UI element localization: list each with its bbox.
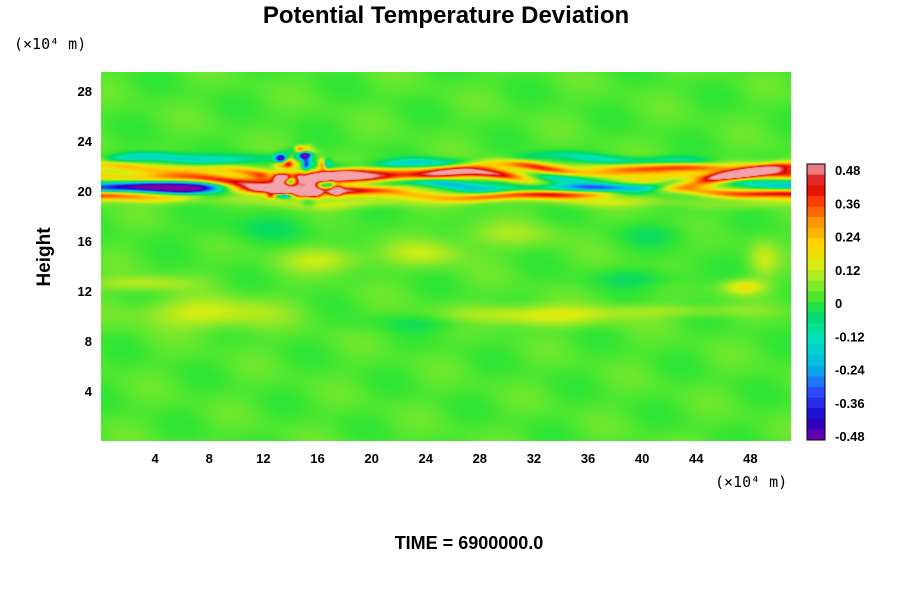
x-tick-label: 4	[152, 451, 160, 466]
x-tick-label: 32	[527, 451, 541, 466]
y-axis-ticks: 4 8 12 16 20 24 28	[78, 84, 93, 399]
colorbar-tick-label: 0.12	[835, 263, 860, 278]
colorbar-segment	[807, 164, 825, 176]
colorbar-tick-label: 0.48	[835, 163, 860, 178]
colorbar-segment	[807, 333, 825, 345]
y-tick-label: 4	[85, 384, 93, 399]
colorbar-segment	[807, 206, 825, 218]
x-tick-label: 20	[364, 451, 378, 466]
colorbar-tick-label: -0.12	[835, 329, 865, 344]
colorbar-segment	[807, 291, 825, 303]
colorbar-segment	[807, 397, 825, 409]
chart-title: Potential Temperature Deviation	[263, 2, 629, 29]
time-label: TIME = 6900000.0	[395, 533, 544, 553]
x-axis-ticks: 4 8 12 16 20 24 28 32 36 40 44 48	[152, 451, 758, 466]
colorbar-segment	[807, 195, 825, 207]
colorbar-segment	[807, 429, 825, 441]
y-tick-label: 16	[78, 234, 92, 249]
colorbar-segment	[807, 376, 825, 388]
colorbar-segment	[807, 259, 825, 271]
colorbar-tick-label: -0.24	[835, 363, 865, 378]
x-tick-label: 28	[473, 451, 487, 466]
colorbar-tick-label: 0	[835, 296, 842, 311]
x-tick-label: 40	[635, 451, 649, 466]
y-axis-unit: (×10⁴ m)	[14, 35, 86, 53]
y-tick-label: 20	[78, 184, 92, 199]
colorbar-segment	[807, 248, 825, 261]
x-tick-label: 8	[206, 451, 213, 466]
y-tick-label: 12	[78, 284, 92, 299]
x-tick-label: 12	[256, 451, 270, 466]
colorbar-segment	[807, 302, 825, 314]
colorbar-frame	[806, 163, 826, 441]
colorbar-tick-label: -0.48	[835, 429, 865, 444]
x-tick-label: 48	[743, 451, 757, 466]
y-axis-label: Height	[34, 227, 55, 287]
colorbar-segment	[807, 344, 825, 356]
colorbar-tick-label: 0.36	[835, 196, 860, 211]
colorbar-segment	[807, 408, 825, 420]
colorbar-segment	[807, 238, 825, 250]
colorbar-tick-label: -0.36	[835, 396, 865, 411]
y-tick-label: 8	[85, 334, 92, 349]
colorbar-segment	[807, 227, 825, 239]
colorbar-segment	[807, 418, 825, 430]
colorbar-segment	[807, 280, 825, 292]
y-tick-label: 24	[78, 134, 93, 149]
colorbar-segment	[807, 185, 825, 197]
x-tick-label: 24	[418, 451, 433, 466]
x-tick-label: 36	[581, 451, 595, 466]
colorbar-segment	[807, 270, 825, 282]
colorbar-segment	[807, 323, 825, 335]
x-axis-unit: (×10⁴ m)	[715, 473, 787, 491]
colorbar-tick-label: 0.24	[835, 230, 861, 245]
heatmap-plot-area	[101, 72, 791, 441]
colorbar-segment	[807, 365, 825, 377]
colorbar-segment	[807, 355, 825, 367]
y-tick-label: 28	[78, 84, 92, 99]
colorbar-segment	[807, 217, 825, 229]
x-tick-label: 16	[310, 451, 324, 466]
colorbar-segment	[807, 386, 825, 399]
colorbar-ticks: 0.48 0.36 0.24 0.12 0 -0.12 -0.24 -0.36 -0.48	[835, 163, 865, 444]
colorbar-segment	[807, 174, 825, 186]
colorbar	[806, 163, 826, 441]
colorbar-segment	[807, 312, 825, 324]
x-tick-label: 44	[689, 451, 704, 466]
heatmap-field	[101, 72, 791, 441]
